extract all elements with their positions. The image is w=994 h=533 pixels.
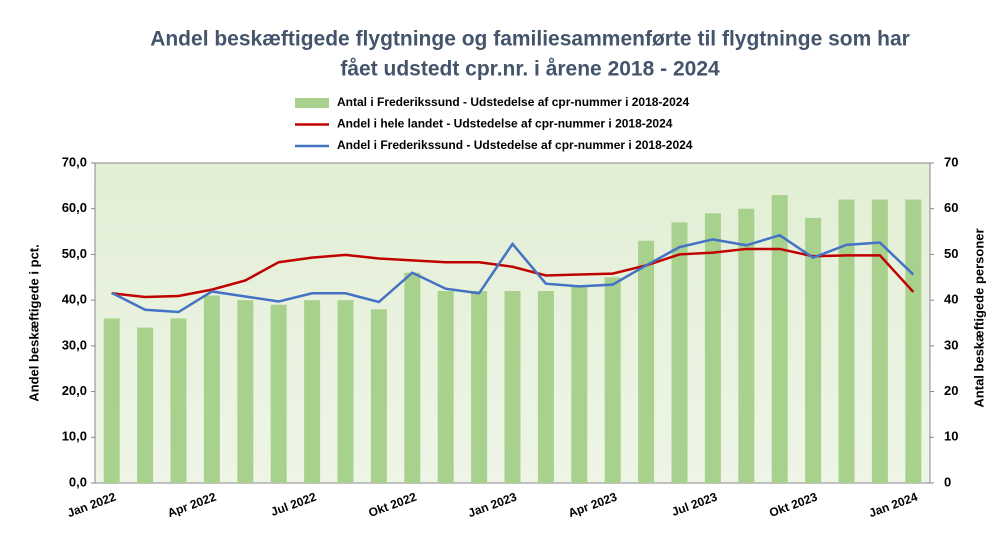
bar: [203, 295, 220, 483]
line: [111, 247, 915, 299]
y2-tick-label: 20: [944, 383, 958, 398]
line: [111, 233, 915, 314]
bar: [604, 277, 621, 483]
bar: [704, 213, 721, 484]
bar: [137, 327, 154, 483]
y-tick-label: 20,0: [62, 383, 87, 398]
y-axis-label: Andel beskæftigede i pct.: [26, 244, 41, 401]
legend-label: Andel i hele landet - Udstedelse af cpr-…: [337, 117, 673, 131]
bar: [404, 272, 421, 483]
bar: [838, 199, 855, 484]
y-tick-label: 60,0: [62, 200, 87, 215]
y2-tick-label: 10: [944, 429, 958, 444]
y2-tick-label: 40: [944, 292, 958, 307]
y2-tick-label: 0: [944, 474, 951, 489]
legend-label: Antal i Frederikssund - Udstedelse af cp…: [337, 95, 689, 109]
bar: [337, 300, 354, 483]
bar: [805, 217, 822, 483]
y-tick-label: 40,0: [62, 292, 87, 307]
bar: [871, 199, 888, 484]
y2-tick-label: 30: [944, 337, 958, 352]
bar: [537, 291, 554, 483]
y2-tick-label: 70: [944, 154, 958, 169]
bar: [304, 300, 321, 483]
bar: [571, 286, 588, 483]
legend-swatch: [295, 98, 329, 108]
y-tick-label: 30,0: [62, 337, 87, 352]
y2-tick-label: 60: [944, 200, 958, 215]
y-tick-label: 10,0: [62, 429, 87, 444]
bar: [237, 300, 254, 483]
bar: [905, 199, 922, 484]
y2-axis-label: Antal beskæftigede personer: [971, 228, 986, 407]
bar: [504, 291, 521, 483]
chart-title: Andel beskæftigede flygtninge og familie…: [150, 28, 910, 51]
y2-tick-label: 50: [944, 246, 958, 261]
bar: [103, 318, 120, 483]
bar: [170, 318, 187, 483]
legend-label: Andel i Frederikssund - Udstedelse af cp…: [337, 138, 693, 152]
bar: [671, 222, 688, 483]
bar: [370, 309, 387, 483]
bar: [437, 291, 454, 483]
y-tick-label: 0,0: [69, 474, 87, 489]
bar: [270, 304, 287, 483]
chart-title: fået udstedt cpr.nr. i årene 2018 - 2024: [340, 58, 720, 81]
bar: [471, 291, 488, 483]
y-tick-label: 50,0: [62, 246, 87, 261]
bar: [771, 195, 788, 483]
y-tick-label: 70,0: [62, 154, 87, 169]
bar: [638, 240, 655, 483]
bar: [738, 208, 755, 483]
